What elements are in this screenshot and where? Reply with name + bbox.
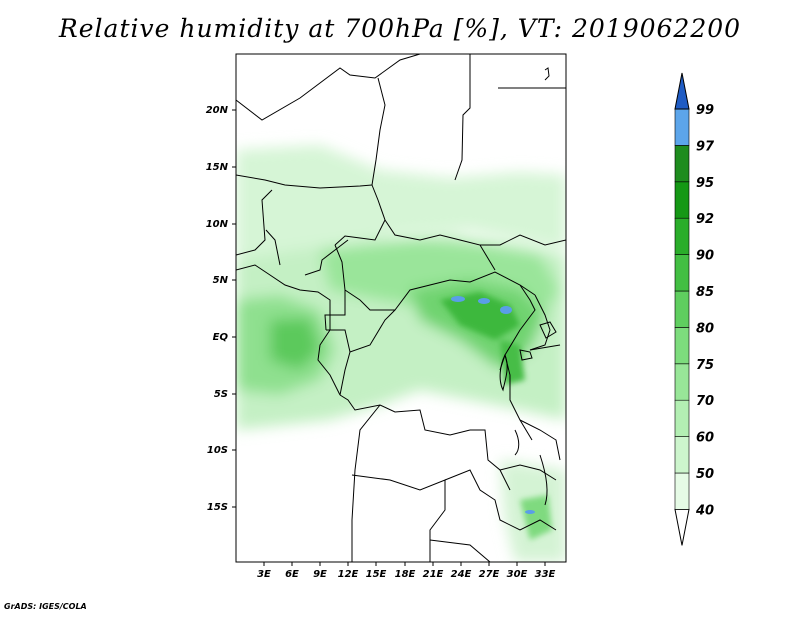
lat-tick-label: EQ [213, 332, 229, 343]
colorbar-label: 75 [696, 358, 714, 373]
colorbar-segment [674, 217, 690, 255]
lat-tick-label: 15N [206, 162, 229, 173]
colorbar-label: 50 [696, 467, 714, 482]
credit-label: GrADS: IGES/COLA [4, 602, 87, 611]
colorbar-segment [674, 145, 690, 183]
colorbar-label: 80 [696, 321, 714, 336]
colorbar-segment [674, 72, 690, 110]
lon-tick-label: 24E [451, 569, 472, 580]
lon-axis: 3E 6E 9E 12E 15E 18E 21E 24E 27E 30E 33E [257, 562, 556, 580]
lat-tick-label: 20N [206, 105, 229, 116]
lon-tick-label: 27E [479, 569, 500, 580]
lat-tick-label: 10N [206, 219, 229, 230]
colorbar-segment [674, 181, 690, 219]
colorbar-segment [674, 108, 690, 146]
colorbar-segment [674, 472, 690, 510]
lat-tick-label: 5S [214, 389, 228, 400]
colorbar-label: 40 [695, 503, 714, 518]
colorbar-label: 70 [696, 394, 714, 409]
lon-tick-label: 15E [366, 569, 387, 580]
colorbar: 40 50 60 70 75 80 85 90 92 95 97 99 [674, 72, 715, 546]
lon-tick-label: 6E [285, 569, 299, 580]
colorbar-label: 92 [696, 212, 714, 227]
colorbar-label: 97 [696, 139, 715, 154]
colorbar-label: 60 [696, 431, 714, 446]
colorbar-segment [674, 436, 690, 474]
lon-tick-label: 9E [313, 569, 327, 580]
colorbar-label: 95 [696, 176, 714, 191]
lon-tick-label: 18E [395, 569, 416, 580]
lon-tick-label: 12E [338, 569, 359, 580]
lat-axis: 20N 15N 10N 5N EQ 5S 10S 15S [206, 105, 236, 513]
lon-tick-label: 30E [507, 569, 528, 580]
colorbar-segment [674, 254, 690, 292]
colorbar-segment [674, 508, 690, 546]
lon-tick-label: 3E [257, 569, 271, 580]
lon-tick-label: 21E [423, 569, 444, 580]
colorbar-segment [674, 327, 690, 365]
map-frame [235, 53, 567, 563]
colorbar-label: 85 [696, 285, 714, 300]
map-title: Relative humidity at 700hPa [%], VT: 201… [58, 14, 742, 43]
lat-tick-label: 15S [207, 502, 228, 513]
lon-tick-label: 33E [535, 569, 556, 580]
lat-tick-label: 5N [213, 275, 229, 286]
colorbar-label: 90 [696, 249, 714, 264]
humidity-shading [236, 145, 566, 562]
colorbar-segment [674, 290, 690, 328]
colorbar-label: 99 [696, 103, 714, 118]
lat-tick-label: 10S [207, 445, 228, 456]
colorbar-segment [674, 399, 690, 437]
country-borders [236, 54, 566, 562]
colorbar-segment [674, 363, 690, 401]
